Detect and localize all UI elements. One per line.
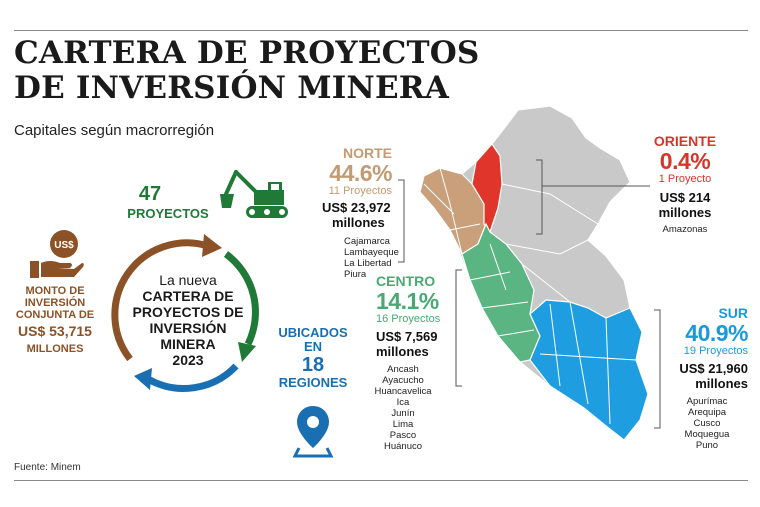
norte-name: NORTE [343,145,392,161]
sur-name: SUR [718,305,748,321]
centro-list-item: Ayacucho [382,375,424,386]
investment-line-1: MONTO DE [25,285,85,297]
norte-projects: 11 Proyectos [328,185,392,197]
norte-list: Cajamarca Lambayeque La Libertad Piura [322,236,402,280]
cycle-text-line-2: CARTERA DE [142,288,234,304]
investment-line-2: INVERSIÓN [24,297,86,309]
sur-pct: 40.9% [685,320,748,346]
sur-list-item: Moquegua [684,429,730,440]
cycle-text-line-6: 2023 [172,352,204,368]
top-rule [14,30,748,31]
cycle-arrows-icon [111,234,259,392]
oriente-amount: US$ 214 [659,190,711,205]
oriente-name: ORIENTE [653,133,717,149]
oriente-list-item: Amazonas [662,224,708,235]
norte-list-item: La Libertad [344,258,392,269]
centro-projects: 16 Proyectos [376,313,441,325]
centro-pct: 14.1% [376,288,439,314]
excavator-icon [220,170,288,218]
region-centro: CENTRO 14.1% 16 Proyectos US$ 7,569 mill… [376,273,468,360]
centro-list-item: Pasco [389,430,417,441]
sur-unit: millones [695,376,748,391]
centro-amount: US$ 7,569 [376,329,438,344]
title-line-1: CARTERA DE PROYECTOS [14,35,480,71]
investment-text: MONTO DE INVERSIÓN CONJUNTA DE US$ 53,71… [6,285,104,355]
peru-map [419,105,649,441]
centro-list-item: Ica [396,397,410,408]
sur-amount: US$ 21,960 [679,361,748,376]
norte-details: US$ 23,972 millones Cajamarca Lambayeque… [322,200,402,280]
centro-list: Ancash Ayacucho Huancavelica Ica Junín L… [368,364,438,452]
source-note: Fuente: Minem [14,462,81,473]
norte-amount: US$ 23,972 [322,200,391,215]
investment-unit: MILLONES [26,343,84,355]
region-sur: SUR 40.9% 19 Proyectos US$ 21,960 millon… [662,305,748,392]
located-text: UBICADOS EN 18 REGIONES [268,326,358,390]
sur-list: Apurímac Arequipa Cusco Moquegua Puno [672,396,742,451]
oriente-pct: 0.4% [659,148,711,174]
title-line-2: DE INVERSIÓN MINERA [14,70,449,106]
region-oriente: ORIENTE 0.4% 1 Proyecto US$ 214 millones… [642,133,728,236]
centro-unit: millones [376,344,429,359]
hand-coin-icon: US$ [30,230,84,278]
coin-label: US$ [54,240,74,251]
sur-list-item: Puno [695,440,719,451]
located-line-2: EN [303,339,323,354]
located-line-3: REGIONES [278,375,348,390]
projects-count: 47 [138,183,162,205]
centro-list-item: Huancavelica [374,386,432,397]
cycle-text-line-5: MINERA [160,336,216,352]
page-title: CARTERA DE PROYECTOS DE INVERSIÓN MINERA [14,36,480,106]
located-count: 18 [301,354,325,376]
norte-list-item: Piura [344,269,367,280]
norte-list-item: Lambayeque [344,247,399,258]
investment-line-3: CONJUNTA DE [15,309,95,321]
sur-list-item: Cusco [693,418,721,429]
map-region-oriente [471,143,503,234]
oriente-unit: millones [658,205,712,220]
investment-amount: US$ 53,715 [18,323,92,339]
map-region-sur [529,299,649,441]
oriente-list: Amazonas [642,224,728,235]
norte-pct: 44.6% [329,160,392,186]
region-norte: NORTE 44.6% 11 Proyectos [300,145,393,198]
cycle-text-line-1: La nueva [159,272,217,288]
projects-label: PROYECTOS [127,206,209,221]
cycle-text-line-4: INVERSIÓN [149,320,227,336]
bottom-rule [14,480,748,481]
cycle-text-line-3: PROYECTOS DE [132,304,244,320]
cycle-text: La nueva CARTERA DE PROYECTOS DE INVERSI… [128,272,248,368]
located-line-1: UBICADOS [278,325,348,340]
centro-list-item: Junín [391,408,415,419]
norte-unit: millones [332,215,385,230]
centro-list-item: Huánuco [383,441,423,452]
sur-list-item: Apurímac [686,396,728,407]
centro-list-item: Ancash [387,364,419,375]
sur-list-item: Arequipa [687,407,727,418]
location-pin-icon [292,406,334,458]
norte-list-item: Cajamarca [344,236,390,247]
sur-projects: 19 Proyectos [683,345,748,357]
oriente-projects: 1 Proyecto [658,173,712,185]
subtitle: Capitales según macrorregión [14,122,215,139]
centro-list-item: Lima [392,419,414,430]
centro-name: CENTRO [376,273,436,289]
